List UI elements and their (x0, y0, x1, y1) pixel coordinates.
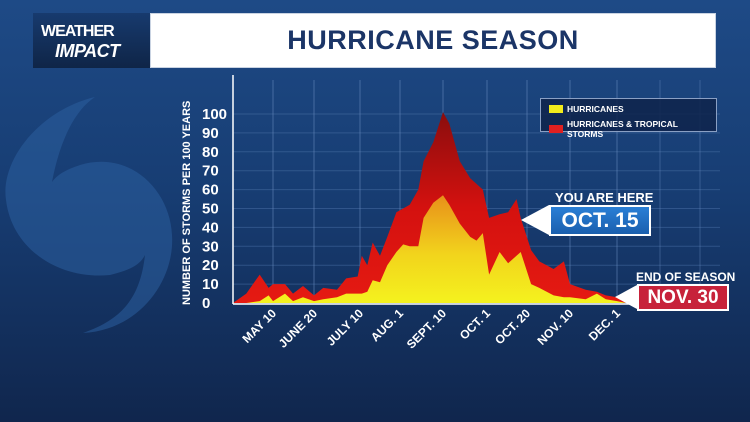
y-tick-label: 10 (202, 276, 219, 293)
end-season-arrow-icon (615, 285, 637, 309)
x-tick-label: SEPT. 10 (404, 306, 450, 352)
end-of-season-date-box: NOV. 30 (637, 284, 729, 311)
x-tick-label: OCT. 20 (492, 306, 533, 347)
y-tick-label: 90 (202, 125, 219, 142)
y-tick-label: 100 (202, 106, 227, 123)
y-axis-label: NUMBER OF STORMS PER 100 YEARS (181, 101, 193, 305)
y-tick-label: 50 (202, 201, 219, 218)
y-tick-label: 0 (202, 295, 210, 312)
legend-swatch-red (549, 125, 563, 133)
current-date-box: OCT. 15 (549, 205, 651, 236)
chart-legend: HURRICANES HURRICANES & TROPICAL STORMS (540, 98, 717, 139)
hurricane-symbol-icon (5, 97, 173, 333)
area-hurricanes (233, 195, 626, 303)
logo-line1: WEATHER (41, 23, 115, 40)
legend-item-hurricanes-tropical-storms: HURRICANES & TROPICAL STORMS (549, 119, 716, 139)
title-bar: HURRICANE SEASON (150, 13, 716, 68)
logo-line2: IMPACT (55, 41, 120, 61)
legend-item-hurricanes: HURRICANES (549, 104, 624, 114)
y-tick-label: 40 (202, 219, 219, 236)
x-tick-label: OCT. 1 (457, 306, 494, 343)
y-tick-label: 20 (202, 257, 219, 274)
x-tick-label: AUG. 1 (368, 306, 406, 344)
end-of-season-label: END OF SEASON (636, 270, 736, 284)
x-tick-label: NOV. 10 (534, 306, 576, 348)
y-tick-label: 80 (202, 144, 219, 161)
legend-swatch-yellow (549, 105, 563, 113)
legend-label: HURRICANES & TROPICAL STORMS (566, 119, 678, 139)
x-tick-label: DEC. 1 (586, 306, 623, 343)
area-hurricanes-and-tropical-storms (233, 112, 626, 303)
y-tick-label: 60 (202, 182, 219, 199)
y-tick-label: 70 (202, 163, 219, 180)
page-title: HURRICANE SEASON (287, 25, 579, 55)
current-date-arrow-icon (521, 205, 549, 235)
x-tick-label: JUNE 20 (276, 306, 321, 351)
x-tick-label: JULY 10 (324, 306, 367, 349)
y-tick-label: 30 (202, 238, 219, 255)
weather-impact-logo: WEATHER IMPACT (33, 13, 150, 68)
you-are-here-label: YOU ARE HERE (555, 190, 654, 205)
x-tick-label: MAY 10 (240, 306, 280, 346)
legend-label: HURRICANES (567, 104, 624, 114)
